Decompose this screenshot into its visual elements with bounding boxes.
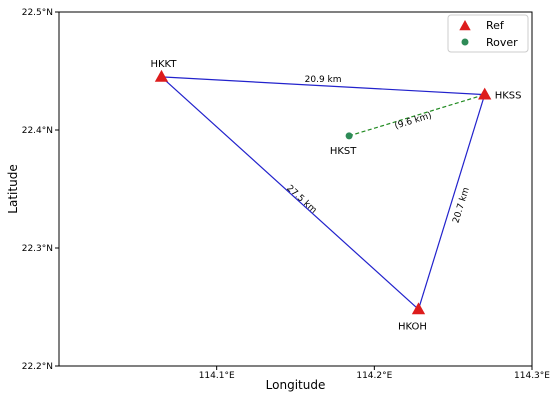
x-tick-label: 114.3°E <box>514 371 550 381</box>
link-hkkt-hkss <box>161 76 485 96</box>
plot-frame <box>58 11 533 367</box>
x-axis-label: Longitude <box>266 378 326 392</box>
y-tick-label: 22.4°N <box>22 126 53 136</box>
link-hkkt-hkoh <box>161 76 419 310</box>
ref-station-marker <box>411 302 426 315</box>
station-label-hkkt: HKKT <box>150 59 177 70</box>
link-hkss-hkoh <box>417 94 486 310</box>
link-hkst-hkss <box>348 94 485 137</box>
station-markers <box>154 69 492 315</box>
rover-station-marker <box>345 132 353 140</box>
ref-station-marker <box>154 69 169 82</box>
station-label-hkss: HKSS <box>495 91 522 102</box>
legend-entry-rover: Rover <box>486 36 518 49</box>
legend-ref-marker <box>459 20 471 31</box>
ref-station-marker <box>478 87 492 100</box>
x-tick-label: 114.1°E <box>199 371 235 381</box>
station-labels: HKKT HKSS HKOH HKST <box>150 59 521 332</box>
legend: Ref Rover <box>447 14 529 53</box>
axis-ticks: 114.1°E 114.2°E 114.3°E 22.2°N 22.3°N 22.4°N 2… <box>22 8 550 381</box>
x-tick-label: 114.2°E <box>356 371 392 381</box>
y-tick-label: 22.3°N <box>22 244 53 254</box>
legend-entry-ref: Ref <box>486 19 505 32</box>
station-label-hkst: HKST <box>330 146 357 157</box>
distance-label: 20.9 km <box>305 75 342 85</box>
y-axis-label: Latitude <box>6 164 20 213</box>
legend-rover-marker <box>461 38 469 46</box>
y-tick-label: 22.5°N <box>22 8 53 18</box>
y-tick-label: 22.2°N <box>22 362 53 372</box>
station-label-hkoh: HKOH <box>398 321 427 332</box>
